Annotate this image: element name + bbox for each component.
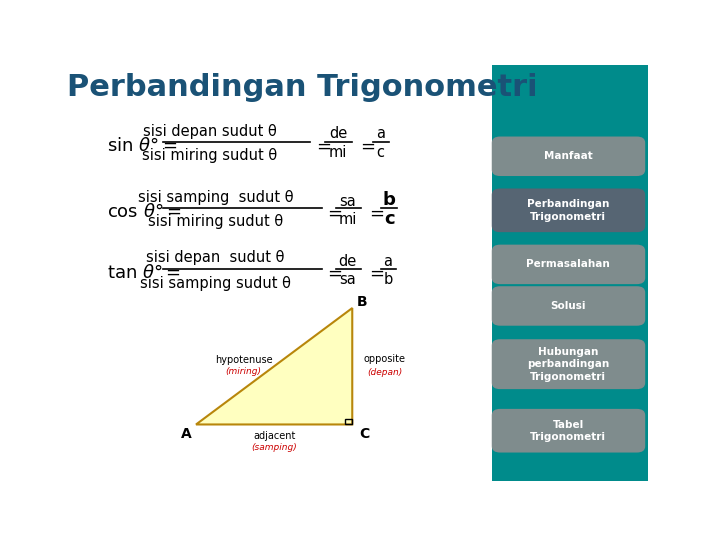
Text: sisi samping  sudut θ: sisi samping sudut θ [138,190,293,205]
Text: hypotenuse: hypotenuse [215,355,272,365]
Text: sisi depan  sudut θ: sisi depan sudut θ [146,250,284,265]
Text: Hubungan
perbandingan
Trigonometri: Hubungan perbandingan Trigonometri [527,347,609,382]
Text: c: c [384,211,395,228]
Text: Tabel
Trigonometri: Tabel Trigonometri [530,420,606,442]
FancyBboxPatch shape [492,245,645,284]
Text: b: b [382,191,395,209]
Text: mi: mi [329,145,348,160]
Text: C: C [359,427,369,441]
FancyBboxPatch shape [492,65,648,481]
Text: c: c [376,145,384,160]
Polygon shape [196,308,352,424]
Text: Perbandingan
Trigonometri: Perbandingan Trigonometri [527,199,609,221]
Text: Solusi: Solusi [551,301,586,311]
Text: de: de [338,254,357,269]
Text: $\tan\,\theta°=$: $\tan\,\theta°=$ [107,264,181,282]
Text: mi: mi [338,212,357,227]
Text: (depan): (depan) [367,368,402,377]
Text: opposite: opposite [364,354,405,364]
Text: adjacent: adjacent [253,431,295,441]
Text: Manfaat: Manfaat [544,151,593,161]
Text: Permasalahan: Permasalahan [526,259,610,269]
Text: $\sin\,\theta°=$: $\sin\,\theta°=$ [107,137,177,155]
Text: a: a [384,254,392,269]
FancyBboxPatch shape [492,188,645,232]
Text: sisi samping sudut θ: sisi samping sudut θ [140,276,291,291]
Text: (samping): (samping) [251,443,297,453]
Text: A: A [181,427,192,441]
FancyBboxPatch shape [492,137,645,176]
Bar [345,419,352,424]
Text: sa: sa [339,272,356,287]
FancyBboxPatch shape [492,409,645,453]
Text: sa: sa [339,194,356,208]
Text: $\cos\,\theta°=$: $\cos\,\theta°=$ [107,204,181,221]
Text: a: a [376,126,384,141]
Text: $=$: $=$ [324,264,343,282]
Text: b: b [383,272,392,287]
Text: $=$: $=$ [313,137,332,155]
Text: $=$: $=$ [356,137,375,155]
Text: sisi depan sudut θ: sisi depan sudut θ [143,124,277,139]
Text: $=$: $=$ [366,264,384,282]
Text: B: B [357,295,368,309]
Text: $=$: $=$ [366,204,384,221]
FancyBboxPatch shape [492,286,645,326]
Text: $=$: $=$ [324,204,343,221]
Text: sisi miring sudut θ: sisi miring sudut θ [143,147,277,163]
Text: sisi miring sudut θ: sisi miring sudut θ [148,214,283,230]
Text: Perbandingan Trigonometri: Perbandingan Trigonometri [67,73,537,102]
Text: de: de [329,126,348,141]
Text: (miring): (miring) [225,367,261,376]
FancyBboxPatch shape [492,339,645,389]
